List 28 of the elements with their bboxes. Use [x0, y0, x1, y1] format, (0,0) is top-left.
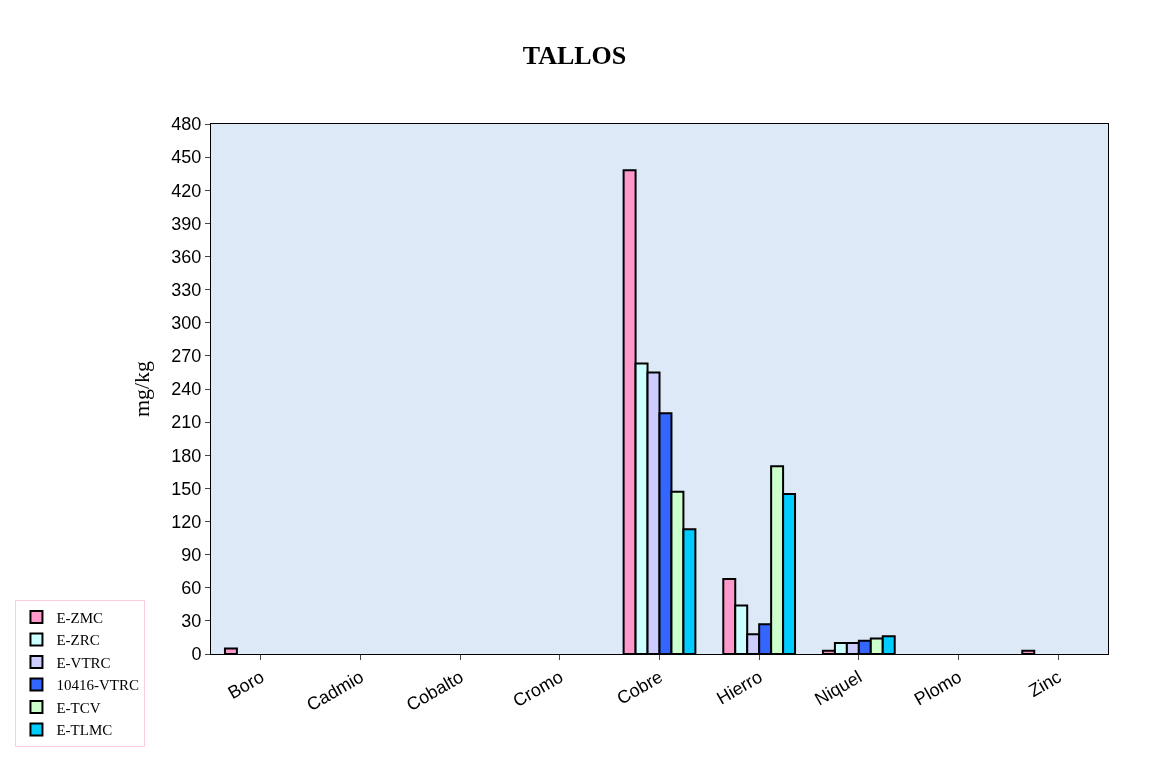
y-tick-label: 480: [171, 114, 202, 135]
legend-label: E-TLMC: [56, 722, 113, 739]
y-tick-label: 150: [171, 478, 202, 499]
y-tick-label: 360: [171, 246, 202, 267]
y-axis-title: mg/kg: [129, 360, 155, 418]
y-tick-label: 0: [191, 644, 202, 665]
legend-label: 10416-VTRC: [56, 677, 139, 694]
y-tick-label: 450: [171, 147, 202, 168]
y-tick-label: 210: [171, 412, 202, 433]
legend-label: E-TCV: [56, 699, 101, 716]
y-tick-label: 420: [171, 180, 202, 201]
y-tick-label: 300: [171, 313, 202, 334]
y-tick-label: 120: [171, 511, 202, 532]
y-tick-label: 90: [181, 544, 202, 565]
x-tick-label: Boro: [224, 666, 268, 703]
y-tick-label: 60: [181, 578, 202, 599]
y-tick-label: 180: [171, 445, 202, 466]
chart-title: TALLOS: [522, 41, 627, 71]
y-tick-label: 270: [171, 346, 202, 367]
y-tick-label: 240: [171, 379, 202, 400]
y-tick-label: 390: [171, 213, 202, 234]
x-tick-label: Zinc: [1025, 666, 1065, 701]
y-tick-label: 330: [171, 279, 202, 300]
y-tick-label: 30: [181, 611, 202, 632]
legend-label: E-VTRC: [56, 654, 111, 671]
x-tick-label: Cobre: [613, 666, 666, 709]
legend-label: E-ZMC: [56, 609, 104, 626]
legend-label: E-ZRC: [56, 632, 100, 649]
